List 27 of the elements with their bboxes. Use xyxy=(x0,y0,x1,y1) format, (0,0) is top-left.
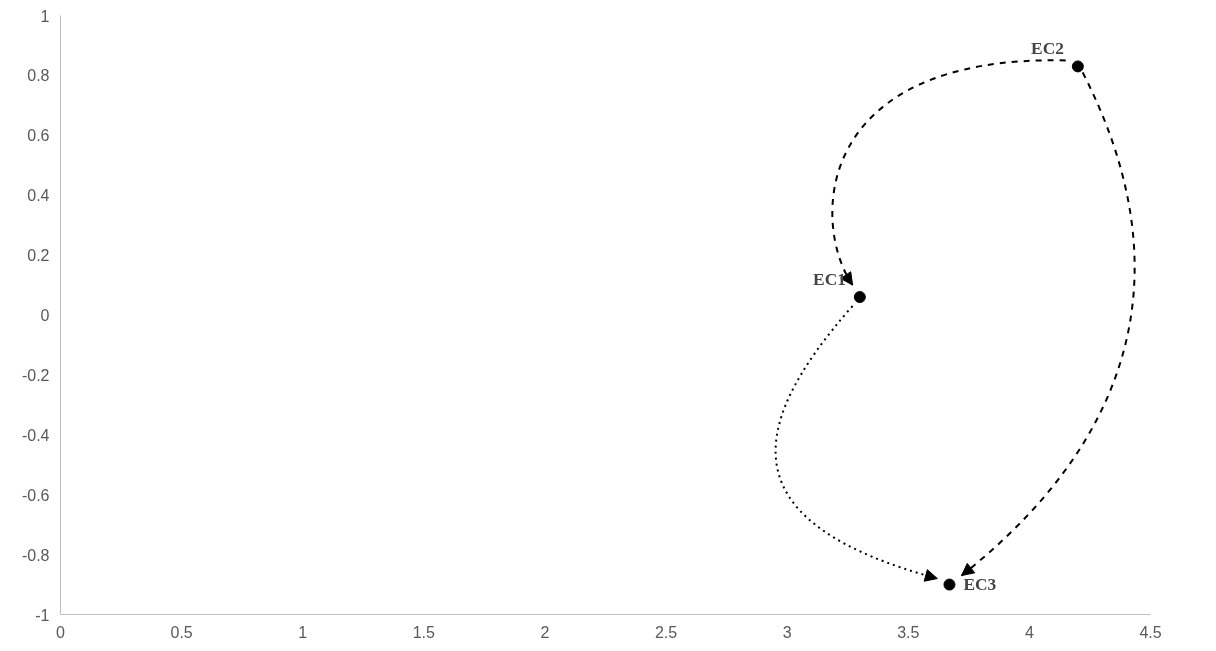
y-tick-label: -0.4 xyxy=(21,426,50,444)
point xyxy=(1071,60,1084,73)
x-tick-label: 4.5 xyxy=(1139,623,1162,641)
y-tick-label: 0.8 xyxy=(27,67,50,85)
y-tick-label: 0.4 xyxy=(27,187,50,205)
x-tick-label: 3 xyxy=(782,623,792,641)
point xyxy=(943,578,956,591)
x-tick-label: 4 xyxy=(1024,623,1034,641)
annotation: EC2 xyxy=(1031,39,1064,59)
y-tick-label: -1 xyxy=(35,606,50,624)
y-tick-label: 1 xyxy=(40,7,50,25)
y-tick-label: -0.6 xyxy=(21,486,50,504)
y-tick-label: 0.2 xyxy=(27,247,50,265)
annotation: EC1 xyxy=(813,270,846,290)
y-tick-label: 0.6 xyxy=(27,127,50,145)
x-tick-label: 2.5 xyxy=(654,623,678,641)
y-tick-label: -0.8 xyxy=(21,546,50,564)
x-tick-label: 3.5 xyxy=(897,623,920,641)
x-tick-label: 0.5 xyxy=(170,623,193,641)
x-tick-label: 1.5 xyxy=(412,623,436,641)
x-tick-label: 0 xyxy=(56,623,66,641)
x-tick-label: 2 xyxy=(540,623,550,641)
point xyxy=(853,291,866,304)
x-tick-label: 1 xyxy=(298,623,308,641)
y-tick-label: 0 xyxy=(40,307,50,324)
annotation: EC3 xyxy=(963,575,997,595)
y-tick-label: -0.2 xyxy=(21,366,50,384)
